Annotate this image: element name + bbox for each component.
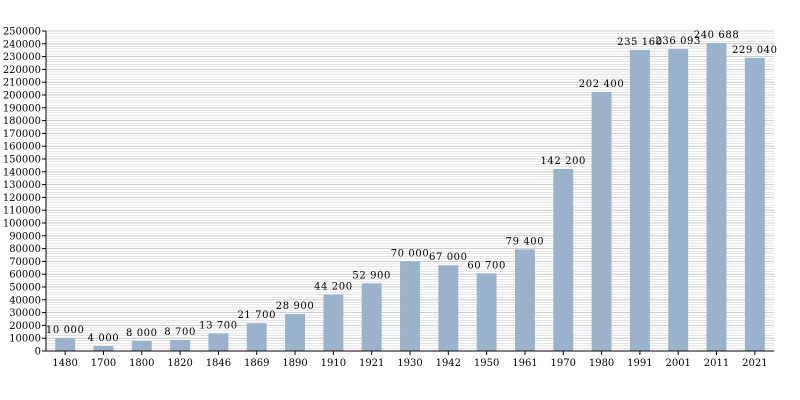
y-tick-label: 180000	[3, 116, 41, 127]
x-tick-label-2021: 2021	[742, 358, 767, 369]
y-tick-label: 10000	[9, 334, 41, 345]
bar-1921	[361, 283, 382, 351]
y-tick-label: 140000	[3, 167, 41, 178]
data-label-1820: 8 700	[164, 327, 196, 338]
y-tick-label: 40000	[9, 295, 41, 306]
bar-1800	[131, 340, 152, 351]
data-label-1700: 4 000	[88, 333, 120, 344]
x-tick-label-2001: 2001	[665, 358, 690, 369]
y-tick-label: 90000	[9, 231, 41, 242]
bar-1991	[629, 49, 650, 351]
data-label-1921: 52 900	[352, 270, 391, 281]
bar-1980	[591, 91, 612, 351]
x-tick-label-1942: 1942	[436, 358, 461, 369]
x-tick-label-1700: 1700	[91, 358, 116, 369]
y-tick-label: 170000	[3, 129, 41, 140]
data-label-1950: 60 700	[467, 260, 506, 271]
data-label-1800: 8 000	[126, 328, 158, 339]
data-label-1961: 79 400	[506, 236, 545, 247]
bar-1700	[93, 345, 114, 351]
data-label-2011: 240 688	[694, 30, 740, 41]
data-label-2001: 236 093	[655, 36, 701, 47]
bar-1820	[170, 339, 191, 351]
y-tick-label: 30000	[9, 308, 41, 319]
x-tick-label-2011: 2011	[704, 358, 729, 369]
x-tick-label-1869: 1869	[244, 358, 269, 369]
y-tick-label: 210000	[3, 78, 41, 89]
data-label-1890: 28 900	[276, 301, 315, 312]
x-tick-label-1480: 1480	[52, 358, 77, 369]
bars	[55, 42, 765, 352]
bar-1910	[323, 294, 344, 351]
y-tick-label: 160000	[3, 142, 41, 153]
bar-1970	[553, 168, 574, 351]
bar-1480	[55, 338, 76, 351]
data-label-1930: 70 000	[391, 248, 430, 259]
bar-1942	[438, 265, 459, 351]
x-tick-label-1970: 1970	[551, 358, 576, 369]
y-tick-label: 0	[35, 347, 41, 358]
x-tick-label-1921: 1921	[359, 358, 384, 369]
y-tick-label: 120000	[3, 193, 41, 204]
y-tick-label: 60000	[9, 270, 41, 281]
bar-1890	[285, 314, 306, 351]
x-tick-label-1910: 1910	[321, 358, 346, 369]
bar-2011	[706, 42, 727, 351]
axes	[42, 30, 774, 355]
y-tick-label: 230000	[3, 52, 41, 63]
y-tick-label: 70000	[9, 257, 41, 268]
y-tick-label: 150000	[3, 155, 41, 166]
data-label-1910: 44 200	[314, 281, 353, 292]
x-tick-label-1991: 1991	[627, 358, 652, 369]
y-tick-label: 220000	[3, 65, 41, 76]
x-tick-label-1961: 1961	[512, 358, 537, 369]
x-tick-label-1950: 1950	[474, 358, 499, 369]
bar-2001	[668, 48, 689, 351]
data-label-1991: 235 160	[617, 37, 663, 48]
data-label-1480: 10 000	[46, 325, 85, 336]
x-tick-label-1846: 1846	[206, 358, 231, 369]
y-tick-label: 80000	[9, 244, 41, 255]
bar-1869	[246, 323, 267, 351]
data-label-1980: 202 400	[579, 79, 625, 90]
x-tick-label-1930: 1930	[397, 358, 422, 369]
bar-1961	[514, 249, 535, 351]
y-tick-label: 20000	[9, 321, 41, 332]
x-tick-label-1890: 1890	[282, 358, 307, 369]
y-tick-label: 200000	[3, 91, 41, 102]
bar-1930	[400, 261, 420, 351]
y-tick-label: 240000	[3, 39, 41, 50]
y-tick-label: 100000	[3, 219, 41, 230]
data-label-1970: 142 200	[540, 156, 586, 167]
x-tick-labels: 1480 1700 1800 1820 1846 1869 1890 1910 1921 1930…	[52, 358, 767, 369]
bar-1950	[476, 273, 497, 351]
y-tick-label: 250000	[3, 27, 41, 38]
y-tick-label: 110000	[3, 206, 41, 217]
data-label-1869: 21 700	[237, 310, 276, 321]
data-label-2021: 229 040	[732, 45, 778, 56]
bar-1846	[208, 333, 229, 351]
x-tick-label-1980: 1980	[589, 358, 614, 369]
x-tick-label-1800: 1800	[129, 358, 154, 369]
bar-2021	[744, 57, 765, 352]
y-tick-label: 130000	[3, 180, 41, 191]
x-tick-label-1820: 1820	[167, 358, 192, 369]
y-tick-label: 50000	[9, 283, 41, 294]
y-tick-label: 190000	[3, 103, 41, 114]
data-label-1942: 67 000	[429, 252, 468, 263]
data-label-1846: 13 700	[199, 320, 238, 331]
